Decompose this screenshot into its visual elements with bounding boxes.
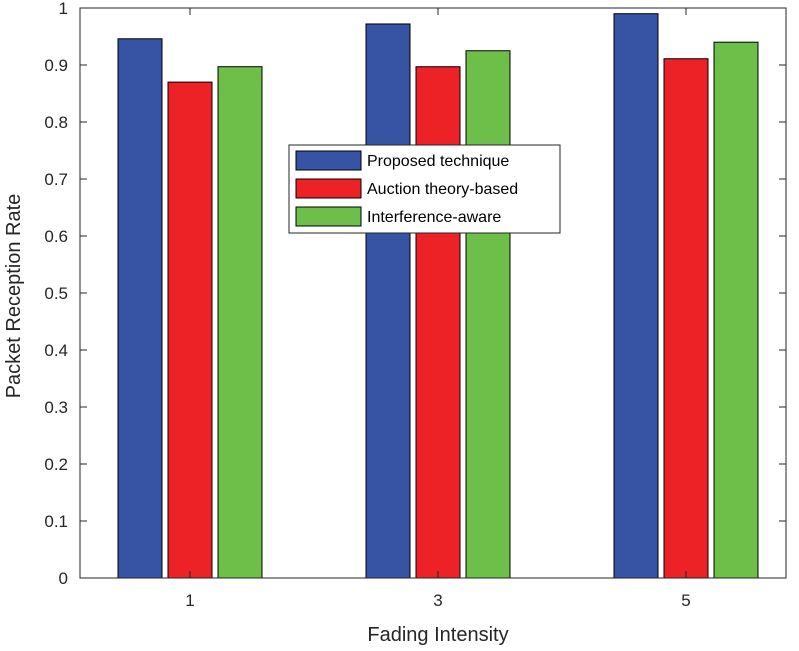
y-tick-label: 0.1 [44,512,68,531]
y-axis-label: Packet Reception Rate [3,194,25,399]
bar-series-3-cat-1 [217,66,263,579]
legend-swatch-proposed [295,150,362,171]
bar-series-2-cat-5 [663,58,709,579]
legend-label-proposed: Proposed technique [367,153,509,170]
y-tick-label: 0.7 [44,170,68,189]
bar-series-2-cat-3 [415,66,461,579]
legend: Proposed technique Auction theory-based … [288,144,561,234]
y-tick-label: 0.2 [44,455,68,474]
y-tick-label: 1 [59,0,68,18]
x-tick-label: 3 [433,591,442,610]
legend-label-interference: Interference-aware [367,209,501,226]
legend-swatch-auction [295,178,362,199]
bar-series-1-cat-5 [613,13,659,579]
bar-series-3-cat-5 [713,41,759,579]
bars-group [117,13,759,579]
y-tick-label: 0 [59,569,68,588]
bar-series-2-cat-1 [167,81,213,579]
y-tick-label: 0.3 [44,398,68,417]
axes-group: 0 0.1 0.2 0.3 0.4 0.5 0.6 0.7 0.8 0.9 1 1 3 5 [44,0,787,610]
y-tick-label: 0.9 [44,56,68,75]
x-tick-label: 1 [185,591,194,610]
x-tick-label: 5 [681,591,690,610]
bar-series-1-cat-3 [365,23,411,579]
x-axis-label: Fading Intensity [367,624,508,646]
y-tick-label: 0.4 [44,341,68,360]
y-tick-label: 0.5 [44,284,68,303]
y-tick-label: 0.8 [44,113,68,132]
legend-swatch-interference [295,206,362,227]
y-tick-label: 0.6 [44,227,68,246]
bar-series-1-cat-1 [117,38,163,579]
legend-label-auction: Auction theory-based [367,181,518,198]
bar-series-3-cat-3 [465,50,511,579]
